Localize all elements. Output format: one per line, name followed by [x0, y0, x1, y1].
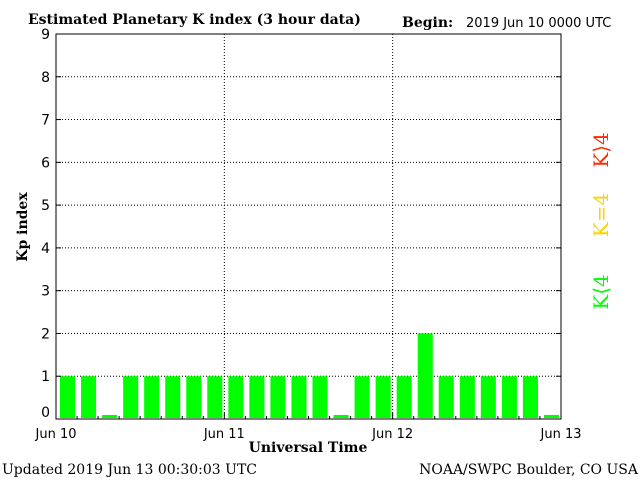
chart-title: Estimated Planetary K index (3 hour data…	[28, 12, 361, 28]
plot-frame	[55, 33, 562, 420]
kp-bar	[60, 376, 76, 418]
begin-label: Begin:	[402, 15, 453, 31]
kp-bar	[333, 415, 349, 418]
kp-bar	[459, 376, 475, 418]
y-tick-label: 9	[41, 27, 50, 43]
y-tick-label: 3	[41, 284, 50, 300]
kp-bar	[228, 376, 244, 418]
y-tick-label: 8	[41, 70, 50, 86]
kp-bar	[102, 415, 118, 418]
legend-item-high: K⟩4	[589, 132, 613, 167]
kp-bar	[270, 376, 286, 418]
x-tick-label: Jun 10	[35, 427, 77, 442]
x-tick-label: Jun 11	[203, 427, 245, 442]
x-tick-label: Jun 13	[540, 427, 582, 442]
updated-timestamp: Updated 2019 Jun 13 00:30:03 UTC	[2, 462, 257, 478]
kp-bar	[207, 376, 223, 418]
kp-bar	[249, 376, 265, 418]
y-axis-ticks: 0 1 2 3 4 5 6 7 8 9	[41, 27, 561, 421]
kp-bar	[354, 376, 370, 418]
kp-bar	[396, 376, 412, 418]
kp-bar	[144, 376, 160, 418]
legend: K⟩4 K=4 K⟨4	[589, 132, 613, 309]
kp-bar	[438, 376, 454, 418]
grid-lines	[56, 34, 561, 419]
kp-bar	[480, 376, 496, 418]
y-tick-label: 4	[41, 241, 50, 257]
legend-item-equal: K=4	[589, 193, 613, 237]
kp-bar	[186, 376, 202, 418]
kp-bar	[312, 376, 328, 418]
x-tick-label: Jun 12	[371, 427, 413, 442]
y-tick-label: 2	[41, 326, 50, 342]
legend-item-low: K⟨4	[589, 274, 613, 309]
kp-bar	[165, 376, 181, 418]
kp-bar	[522, 376, 538, 418]
y-axis-label: Kp index	[15, 192, 31, 262]
y-tick-label: 5	[41, 198, 50, 214]
kp-bar	[501, 376, 517, 418]
y-tick-label: 1	[41, 369, 50, 385]
kp-bar	[123, 376, 139, 418]
y-tick-label: 7	[41, 113, 50, 129]
begin-value: 2019 Jun 10 0000 UTC	[466, 16, 611, 31]
kp-bar	[291, 376, 307, 418]
kp-bar	[417, 333, 433, 418]
bars	[60, 333, 559, 418]
kp-bar	[375, 376, 391, 418]
x-axis-label: Universal Time	[249, 440, 368, 456]
x-axis-ticks: Jun 10 Jun 11 Jun 12 Jun 13	[35, 413, 582, 442]
y-tick-label: 6	[41, 155, 50, 171]
credit-text: NOAA/SWPC Boulder, CO USA	[419, 462, 639, 478]
kp-bar	[81, 376, 97, 418]
kp-bar	[543, 415, 559, 418]
y-tick-label: 0	[41, 405, 50, 421]
